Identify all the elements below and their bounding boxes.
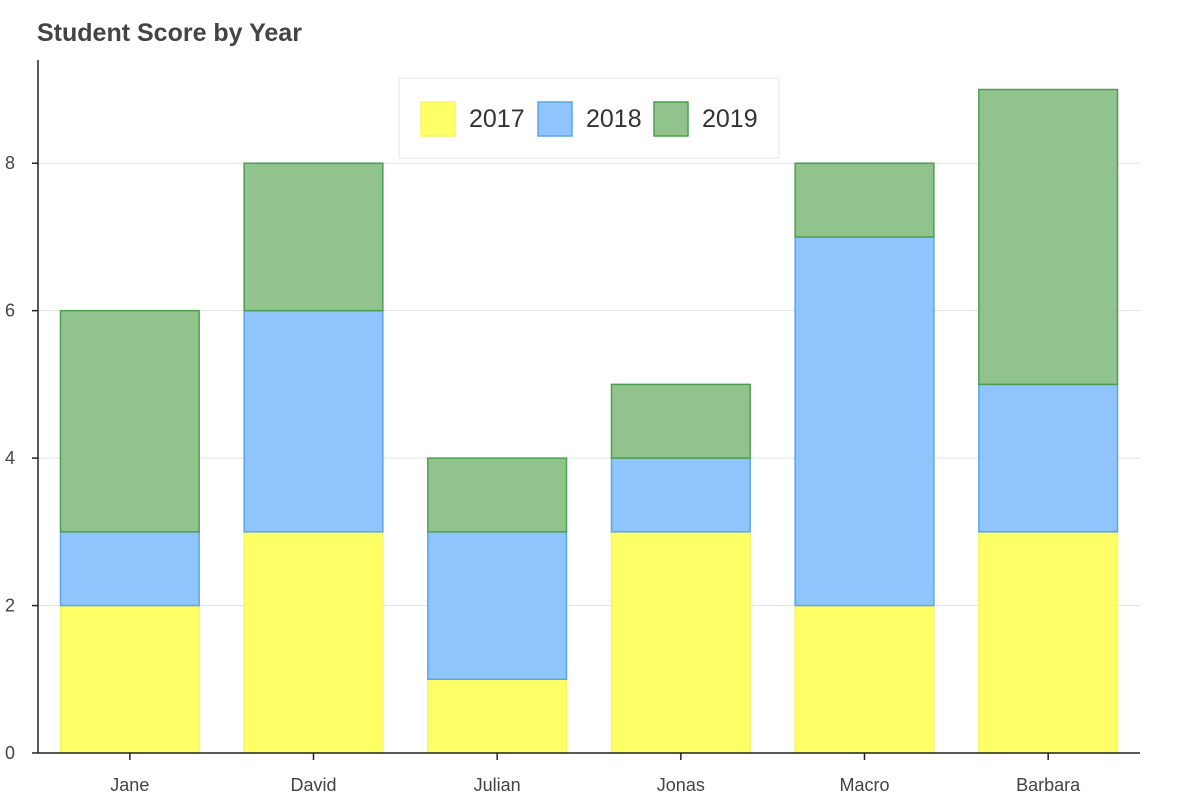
bar-2018 — [243, 309, 384, 533]
bar-2018 — [59, 531, 200, 607]
bar-2019 — [59, 309, 200, 533]
bar-2019 — [610, 383, 751, 459]
bar-2019 — [243, 162, 384, 312]
legend-label: 2017 — [469, 105, 525, 133]
bar-2018 — [978, 383, 1119, 533]
bar-2017 — [978, 531, 1119, 754]
bar-2017 — [794, 604, 935, 754]
legend-swatch — [653, 101, 689, 137]
legend: 2017 2018 2019 — [398, 77, 780, 159]
y-tick-label: 4 — [5, 448, 15, 468]
bar-2019 — [794, 162, 935, 238]
legend-swatch — [537, 101, 573, 137]
x-tick-label: Jane — [110, 775, 149, 795]
bar-2018 — [610, 457, 751, 533]
bar-2019 — [427, 457, 568, 533]
legend-label: 2019 — [702, 105, 758, 133]
legend-box — [398, 77, 780, 159]
bars — [59, 88, 1119, 754]
gridlines — [38, 162, 1140, 607]
chart-title: Student Score by Year — [37, 19, 302, 47]
legend-swatch — [420, 101, 456, 137]
x-tick-label: Barbara — [1016, 775, 1081, 795]
x-tick-label: David — [290, 775, 336, 795]
x-tick-label: Julian — [474, 775, 521, 795]
bar-2017 — [243, 531, 384, 754]
bar-2017 — [427, 678, 568, 754]
y-tick-label: 6 — [5, 301, 15, 321]
y-tick-label: 8 — [5, 153, 15, 173]
axes: 0 2 4 6 8 Jane David Julian Jonas Macro Barbara — [5, 60, 1140, 795]
bar-2017 — [59, 604, 200, 754]
legend-label: 2018 — [586, 105, 642, 133]
bar-2017 — [610, 531, 751, 754]
y-tick-label: 2 — [5, 596, 15, 616]
bar-2018 — [794, 236, 935, 607]
x-tick-label: Macro — [839, 775, 889, 795]
bar-2018 — [427, 531, 568, 681]
y-tick-label: 0 — [5, 743, 15, 763]
x-tick-label: Jonas — [657, 775, 705, 795]
bar-2019 — [978, 88, 1119, 386]
